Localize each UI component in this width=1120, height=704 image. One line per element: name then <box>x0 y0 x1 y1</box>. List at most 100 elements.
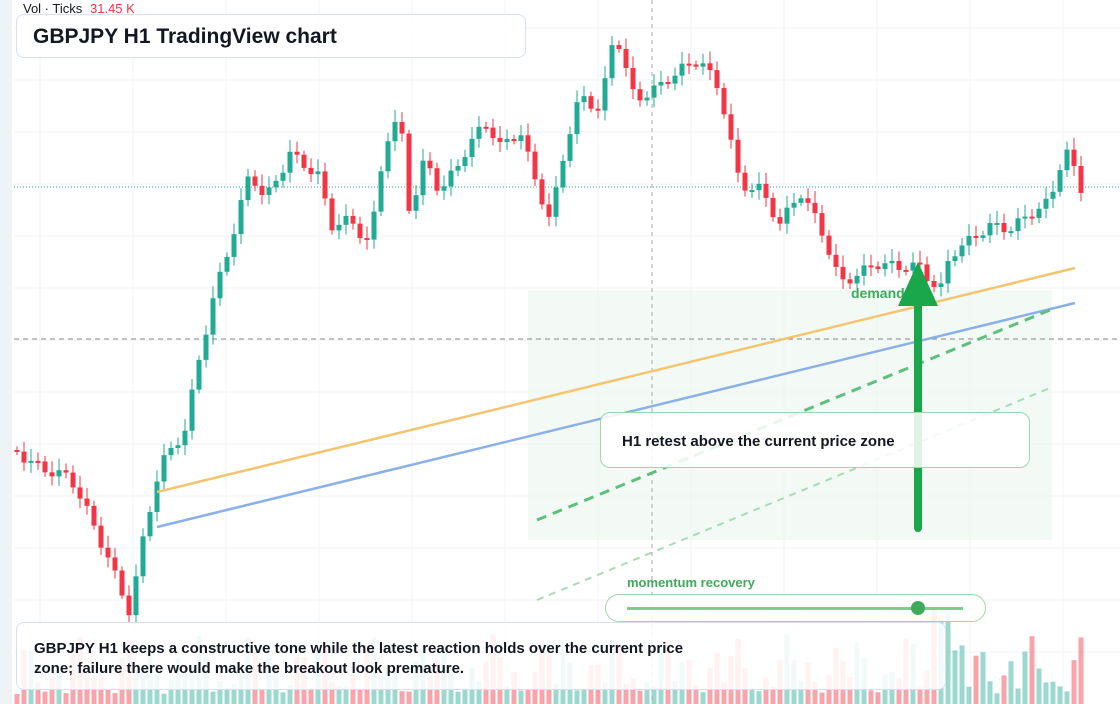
volume-bar <box>553 683 559 704</box>
candle-body <box>182 430 188 446</box>
volume-bar <box>406 691 412 704</box>
candle-body <box>385 141 391 172</box>
volume-bar <box>763 677 769 704</box>
volume-bar <box>287 685 293 704</box>
volume-bar <box>700 692 706 704</box>
candle-body <box>343 215 349 225</box>
volume-bar <box>343 687 349 704</box>
volume-bar <box>1071 660 1077 704</box>
volume-bar <box>980 652 986 704</box>
candle-body <box>693 64 699 67</box>
candle-body <box>448 170 454 187</box>
candle-body <box>63 470 69 473</box>
volume-bar <box>210 691 216 704</box>
candle-body <box>378 171 384 212</box>
candle-body <box>539 179 545 205</box>
volume-bar <box>98 678 104 704</box>
volume-bar <box>1050 681 1056 704</box>
candle-body <box>84 498 90 506</box>
candle-body <box>217 271 223 299</box>
candle-body <box>931 281 937 287</box>
candle-body <box>266 187 272 195</box>
candle-body <box>1008 231 1014 234</box>
candle-body <box>686 63 692 66</box>
candle-body <box>945 261 951 284</box>
candle-body <box>847 279 853 284</box>
candle-body <box>427 160 433 169</box>
candle-body <box>112 557 118 571</box>
title: GBPJPY H1 TradingView chart <box>33 25 337 48</box>
candle-body <box>504 138 510 143</box>
volume-bar <box>973 655 979 704</box>
candle-body <box>714 70 720 89</box>
candle-body <box>252 176 258 186</box>
volume-bar <box>994 693 1000 704</box>
candle-body <box>728 114 734 140</box>
candle-body <box>497 137 503 143</box>
candle-body <box>224 256 230 272</box>
volume-bar <box>49 677 55 704</box>
candle-body <box>749 190 755 193</box>
candle-body <box>980 235 986 238</box>
left-strip <box>0 0 12 704</box>
volume-bar <box>896 678 902 704</box>
candle-body <box>287 151 293 173</box>
volume-bar <box>847 677 853 704</box>
candle-body <box>973 235 979 238</box>
volume-bar <box>602 682 608 704</box>
candle-body <box>595 108 601 111</box>
candle-body <box>294 151 300 155</box>
candle-body <box>994 222 1000 225</box>
volume-bar <box>623 683 629 704</box>
candle-body <box>805 198 811 203</box>
candle-body <box>707 63 713 71</box>
indicator-box <box>605 594 986 622</box>
candle-body <box>91 505 97 526</box>
candle-body <box>322 171 328 199</box>
candle-body <box>700 63 706 67</box>
candle-body <box>623 48 629 68</box>
candle-body <box>840 266 846 280</box>
candle-body <box>588 96 594 109</box>
candle-body <box>532 151 538 180</box>
indicator-knob <box>911 601 925 615</box>
candle-body <box>273 180 279 188</box>
candle-body <box>910 262 916 271</box>
candle-body <box>14 450 20 452</box>
candle-body <box>420 160 426 196</box>
volume-bar <box>525 689 531 704</box>
candle-body <box>574 102 580 135</box>
candle-body <box>196 359 202 390</box>
summary: GBPJPY H1 keeps a constructive tone whil… <box>34 640 684 677</box>
summary-box: GBPJPY H1 keeps a constructive tone whil… <box>16 622 946 690</box>
volume-bar <box>1064 691 1070 704</box>
candle-body <box>525 135 531 152</box>
candle-body <box>1050 191 1056 199</box>
indicator-track <box>627 607 963 610</box>
candle-body <box>665 82 671 85</box>
volume-bar <box>812 681 818 704</box>
candle-body <box>245 176 251 201</box>
candle-body <box>798 198 804 203</box>
volume-bar <box>161 693 167 704</box>
candle-body <box>742 172 748 191</box>
candle-body <box>735 139 741 173</box>
volume-bar <box>581 689 587 704</box>
candle-body <box>147 512 153 537</box>
candle-body <box>238 200 244 235</box>
candle-body <box>875 266 881 270</box>
candle-body <box>917 262 923 265</box>
volume-label: Vol · Ticks <box>23 1 83 16</box>
volume-bar <box>574 690 580 704</box>
candle-body <box>721 88 727 115</box>
candle-body <box>868 265 874 268</box>
candle-body <box>567 134 573 161</box>
volume-bar <box>14 694 20 704</box>
volume-bar <box>749 687 755 704</box>
candle-body <box>1071 149 1077 166</box>
candle-body <box>952 256 958 262</box>
volume-bar <box>112 693 118 704</box>
volume-bar <box>462 687 468 704</box>
candle-body <box>441 186 447 191</box>
volume-bar <box>399 691 405 704</box>
